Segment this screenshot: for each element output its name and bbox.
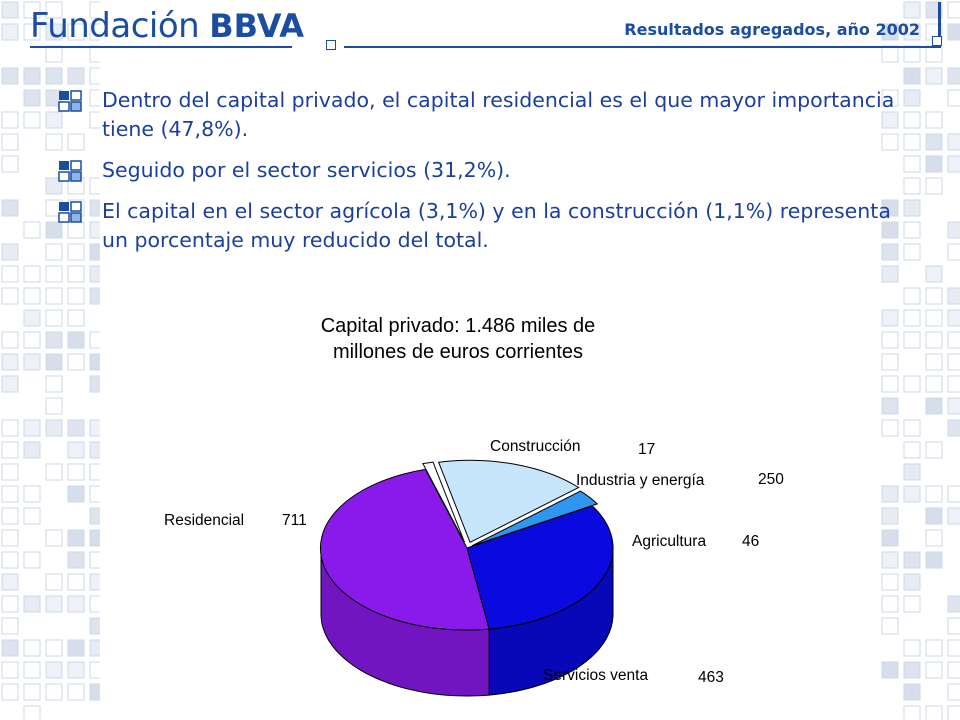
logo-underline — [30, 46, 292, 48]
slice-value-label: 250 — [758, 471, 784, 488]
chart-title-line-2: millones de euros corrientes — [333, 341, 583, 363]
logo-bold: BBVA — [209, 7, 305, 45]
slice-value-label: 17 — [638, 441, 655, 458]
bullet-squares-icon — [58, 90, 82, 112]
chart-title-line-1: Capital privado: 1.486 miles de — [321, 315, 596, 337]
logo-word: Fundación — [30, 6, 200, 46]
slice-label: Industria y energía — [576, 472, 705, 489]
bullet-text: El capital en el sector agrícola (3,1%) … — [102, 199, 891, 252]
header-corner-square-icon — [326, 40, 336, 50]
pie-slice-construcci-n — [422, 461, 465, 543]
slice-label: Servicios venta — [543, 667, 648, 684]
bullet-item: Seguido por el sector servicios (31,2%). — [58, 156, 898, 185]
bullet-list: Dentro del capital privado, el capital r… — [58, 86, 898, 267]
pie-slice-residencial — [319, 468, 490, 631]
pie-slice-industria-y-energ-a — [437, 459, 580, 543]
bullet-text: Dentro del capital privado, el capital r… — [102, 88, 895, 141]
bullet-squares-icon — [58, 160, 82, 182]
pie-slice-servicios-venta — [466, 505, 614, 630]
bullet-item: El capital en el sector agrícola (3,1%) … — [58, 197, 898, 255]
slice-label: Construcción — [490, 438, 580, 455]
bullet-text: Seguido por el sector servicios (31,2%). — [102, 158, 511, 182]
slice-value-label: 46 — [742, 533, 759, 550]
pie-slice-agricultura — [471, 490, 599, 547]
background-pattern-right — [881, 1, 960, 720]
page-title: Resultados agregados, año 2002 — [624, 20, 920, 39]
slice-label: Agricultura — [632, 533, 706, 550]
bullet-item: Dentro del capital privado, el capital r… — [58, 86, 898, 144]
header-corner-square-icon — [932, 36, 942, 46]
bullet-squares-icon — [58, 201, 82, 223]
slice-label: Residencial — [164, 512, 244, 529]
slice-value-label: 711 — [282, 512, 307, 529]
slice-value-label: 463 — [698, 669, 724, 686]
logo: Fundación BBVA — [30, 6, 304, 50]
background-pattern-left — [1, 1, 100, 720]
header-frame — [344, 2, 941, 48]
